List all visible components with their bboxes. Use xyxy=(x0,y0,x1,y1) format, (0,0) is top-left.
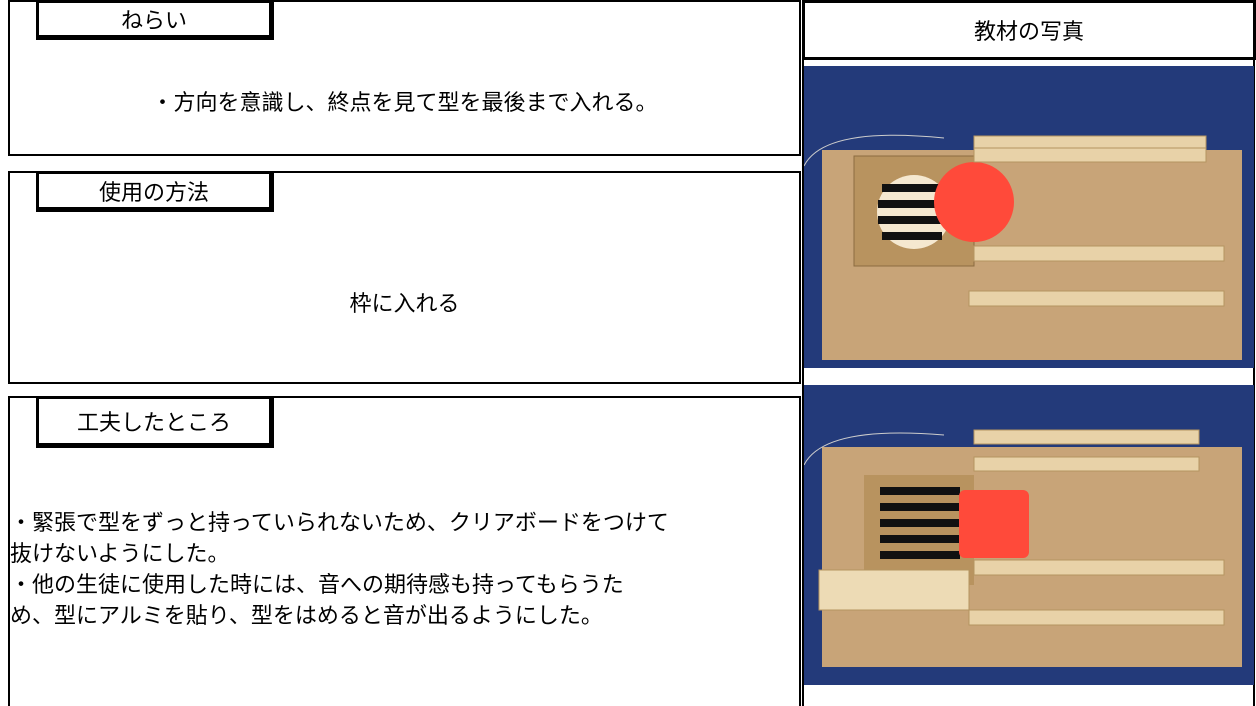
section-heading: ねらい xyxy=(36,0,274,40)
section-text: ・方向を意識し、終点を見て型を最後まで入れる。 xyxy=(8,88,801,119)
photo-heading: 教材の写真 xyxy=(802,0,1256,60)
section-text: ・緊張で型をずっと持っていられないため、クリアボードをつけて 抜けないようにした… xyxy=(10,508,800,632)
photo xyxy=(804,385,1254,685)
photo xyxy=(804,66,1254,368)
text-line: ・方向を意識し、終点を見て型を最後まで入れる。 xyxy=(151,91,658,116)
section-box xyxy=(8,171,801,384)
section-box xyxy=(8,396,801,706)
section-heading: 使用の方法 xyxy=(36,171,274,212)
text-line: 抜けないようにした。 xyxy=(10,542,230,567)
text-line: ・緊張で型をずっと持っていられないため、クリアボードをつけて xyxy=(10,511,669,536)
section-text: 枠に入れる xyxy=(8,289,801,320)
section-heading: 工夫したところ xyxy=(36,396,274,448)
text-line: め、型にアルミを貼り、型をはめると音が出るようにした。 xyxy=(10,604,603,629)
text-line: ・他の生徒に使用した時には、音への期待感も持ってもらうた xyxy=(10,573,624,598)
text-line: 枠に入れる xyxy=(349,292,460,317)
section-box xyxy=(8,0,801,156)
